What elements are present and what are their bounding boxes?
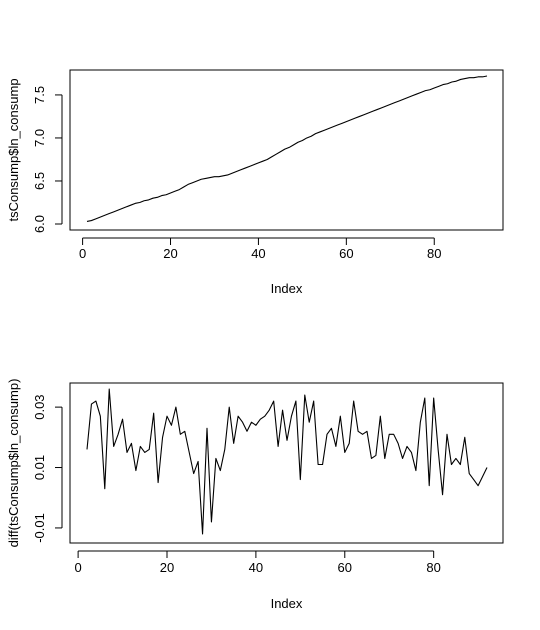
x-axis-label: Index — [271, 596, 303, 611]
x-tick-label: 60 — [339, 246, 353, 261]
series-line — [86, 388, 488, 535]
y-axis-label: tsConsump$ln_consump — [6, 78, 21, 221]
series-line — [86, 75, 488, 222]
x-tick-label: 80 — [426, 560, 440, 575]
y-tick-label: 7.5 — [32, 86, 47, 104]
plot-frame — [69, 69, 504, 231]
x-tick-label: 40 — [251, 246, 265, 261]
x-tick-label: 80 — [427, 246, 441, 261]
y-tick-label: -0.01 — [32, 513, 47, 543]
x-tick-label: 60 — [338, 560, 352, 575]
plot-ln-consump: 0 20 40 60 80 6.0 6.5 7.0 7.5 Index tsConsump$ln_c… — [6, 69, 504, 296]
plot-diff-ln-consump: 0 20 40 60 80 -0.01 0.01 0.03 Index diff(tsConsum… — [6, 379, 504, 611]
y-tick-label: 0.03 — [32, 394, 47, 419]
x-tick-label: 0 — [79, 246, 86, 261]
y-tick-label: 7.0 — [32, 129, 47, 147]
y-tick-label: 6.0 — [32, 215, 47, 233]
y-axis-label: diff(tsConsump$ln_consump) — [6, 379, 21, 548]
y-tick-label: 0.01 — [32, 455, 47, 480]
x-axis-label: Index — [271, 281, 303, 296]
plot-frame — [69, 382, 504, 544]
y-tick-label: 6.5 — [32, 172, 47, 190]
x-tick-label: 20 — [160, 560, 174, 575]
x-tick-label: 40 — [249, 560, 263, 575]
x-tick-label: 0 — [74, 560, 81, 575]
x-tick-label: 20 — [163, 246, 177, 261]
